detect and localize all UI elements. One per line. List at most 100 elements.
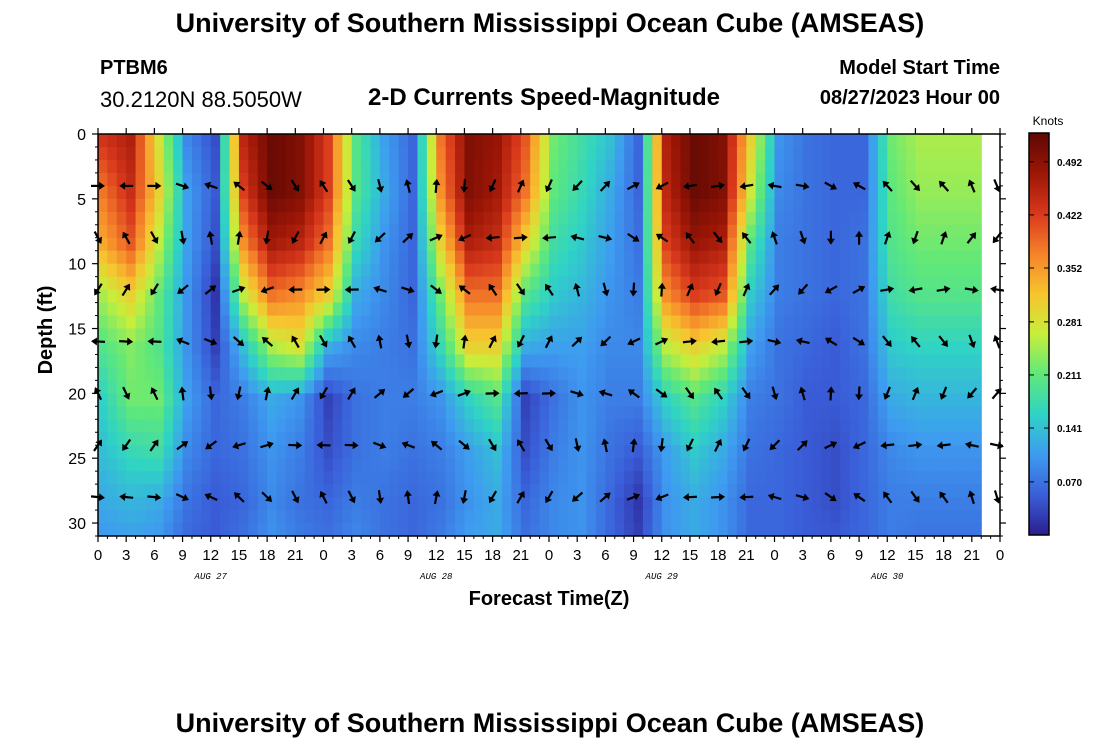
current-arrow-head — [123, 283, 131, 291]
heatmap-cell — [924, 445, 935, 459]
colorbar-tick-label: 0.281 — [1057, 318, 1082, 329]
heatmap-cell — [154, 146, 165, 161]
heatmap-cell — [229, 471, 240, 485]
heatmap-cell — [783, 237, 794, 252]
heatmap-cell — [135, 445, 146, 459]
heatmap-cell — [727, 406, 738, 420]
heatmap-cell — [370, 159, 381, 174]
x-tick-label: 3 — [573, 547, 581, 564]
heatmap-cell — [530, 146, 541, 161]
heatmap-cell — [680, 198, 691, 213]
heatmap-cell — [661, 263, 672, 278]
current-arrow — [290, 179, 300, 192]
heatmap-cell — [191, 224, 202, 239]
heatmap-cell — [389, 315, 400, 330]
current-arrow-head — [344, 285, 351, 294]
heatmap-cell — [98, 458, 108, 472]
heatmap-cell — [389, 224, 400, 239]
heatmap-cell — [962, 263, 973, 278]
heatmap-cell — [483, 198, 494, 213]
heatmap-cell — [342, 211, 353, 226]
heatmap-cell — [906, 393, 917, 407]
x-tick-label: 12 — [428, 547, 445, 564]
heatmap-cell — [436, 393, 447, 407]
heatmap-cell — [765, 406, 776, 420]
current-arrow — [908, 441, 923, 450]
heatmap-cell — [464, 471, 475, 485]
heatmap-cell — [191, 497, 202, 511]
heatmap-cell — [163, 523, 174, 536]
current-arrow — [938, 335, 949, 347]
heatmap-cell — [915, 134, 926, 148]
current-arrow — [204, 181, 218, 190]
heatmap-cell — [699, 134, 710, 148]
current-arrow — [770, 231, 778, 245]
heatmap-cell — [257, 159, 268, 174]
heatmap-cell — [445, 302, 456, 317]
heatmap-cell — [492, 458, 503, 472]
heatmap-cell — [868, 302, 879, 317]
heatmap-cell — [511, 432, 522, 446]
heatmap-cell — [868, 237, 879, 252]
heatmap-cell — [389, 289, 400, 304]
heatmap-cell — [163, 367, 174, 381]
current-arrow-head — [714, 438, 723, 447]
heatmap-cell — [267, 276, 278, 291]
heatmap-cell — [812, 328, 823, 343]
heatmap-cell — [708, 134, 719, 148]
heatmap-cell — [727, 276, 738, 291]
heatmap-cell — [182, 419, 193, 433]
heatmap-cell — [173, 406, 184, 420]
heatmap-cell — [389, 393, 400, 407]
heatmap-cell — [520, 146, 531, 161]
current-arrow-head — [493, 389, 500, 398]
current-arrow — [232, 336, 245, 347]
heatmap-cell — [98, 185, 108, 200]
current-arrow — [403, 179, 412, 193]
heatmap-cell — [210, 211, 221, 226]
heatmap-cell — [849, 159, 860, 174]
heatmap-cell — [483, 276, 494, 291]
heatmap-cell — [98, 328, 108, 343]
heatmap-cell — [971, 315, 982, 330]
heatmap-cell — [783, 406, 794, 420]
heatmap-cell — [295, 497, 306, 511]
heatmap-cell — [417, 510, 428, 524]
heatmap-cell — [248, 237, 259, 252]
heatmap-cell — [746, 159, 757, 174]
heatmap-cell — [755, 185, 766, 200]
heatmap-cell — [182, 510, 193, 524]
heatmap-cell — [962, 471, 973, 485]
heatmap-cell — [502, 185, 513, 200]
heatmap-cell — [943, 302, 954, 317]
heatmap-cell — [220, 380, 231, 394]
heatmap-cell — [530, 134, 541, 148]
heatmap-cell — [98, 211, 108, 226]
heatmap-cell — [473, 302, 484, 317]
heatmap-cell — [924, 159, 935, 174]
heatmap-cell — [595, 471, 606, 485]
heatmap-cell — [144, 510, 155, 524]
heatmap-cell — [699, 354, 710, 369]
heatmap-cell — [877, 484, 888, 498]
heatmap-cell — [332, 198, 343, 213]
heatmap-cell — [257, 198, 268, 213]
heatmap-cell — [342, 172, 353, 187]
current-arrow-head — [908, 285, 916, 294]
heatmap-cell — [812, 367, 823, 381]
heatmap-cell — [248, 159, 259, 174]
heatmap-cell — [774, 211, 785, 226]
heatmap-cell — [577, 419, 588, 433]
heatmap-cell — [793, 302, 804, 317]
heatmap-cell — [821, 471, 832, 485]
current-arrow — [855, 230, 864, 245]
heatmap-cell — [558, 354, 569, 369]
heatmap-cell — [840, 224, 851, 239]
heatmap-cell — [257, 146, 268, 161]
heatmap-cell — [257, 263, 268, 278]
heatmap-cell — [191, 393, 202, 407]
heatmap-cell — [511, 289, 522, 304]
heatmap-cell — [605, 393, 616, 407]
heatmap-cell — [849, 510, 860, 524]
heatmap-cell — [633, 367, 644, 381]
